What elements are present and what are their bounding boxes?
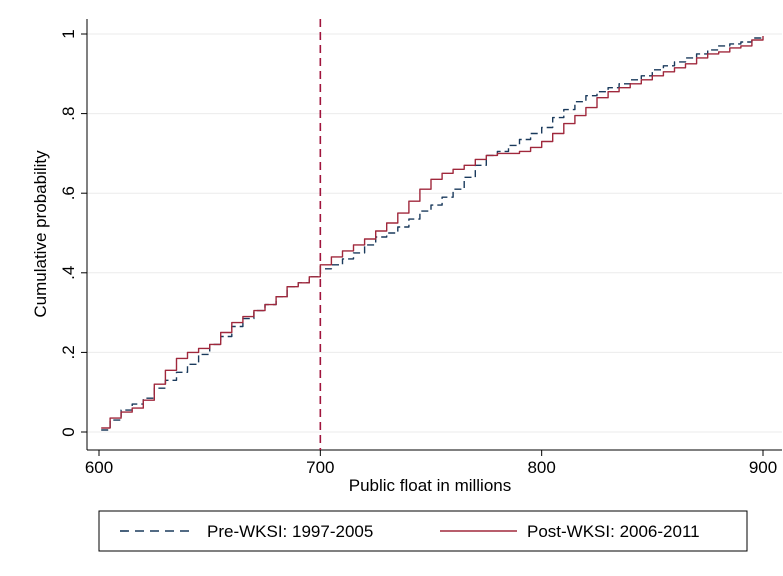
y-tick-label: 1 (59, 29, 78, 38)
series-group (101, 34, 764, 431)
x-tick-label: 600 (85, 458, 113, 477)
legend-label-pre-wksi: Pre-WKSI: 1997-2005 (207, 522, 373, 541)
y-tick-label: .6 (59, 186, 78, 200)
x-tick-label: 700 (306, 458, 334, 477)
legend: Pre-WKSI: 1997-2005 Post-WKSI: 2006-2011 (98, 510, 748, 552)
y-tick-label: 0 (59, 427, 78, 436)
x-tick-label: 900 (749, 458, 777, 477)
x-axis-label: Public float in millions (349, 476, 512, 495)
legend-label-post-wksi: Post-WKSI: 2006-2011 (527, 522, 700, 541)
legend-box (98, 510, 748, 552)
plot-area (87, 19, 782, 450)
y-tick-label: .8 (59, 107, 78, 121)
y-tick-label: .4 (59, 266, 78, 280)
series-pre-wksi-line (101, 34, 762, 431)
axes: 0 .2 .4 .6 .8 1 600 700 800 900 (59, 19, 782, 477)
y-axis-label: Cumulative probability (31, 150, 50, 318)
x-tick-label: 800 (527, 458, 555, 477)
grid-lines (87, 33, 782, 433)
series-post-wksi-line (101, 36, 764, 429)
y-tick-label: .2 (59, 345, 78, 359)
